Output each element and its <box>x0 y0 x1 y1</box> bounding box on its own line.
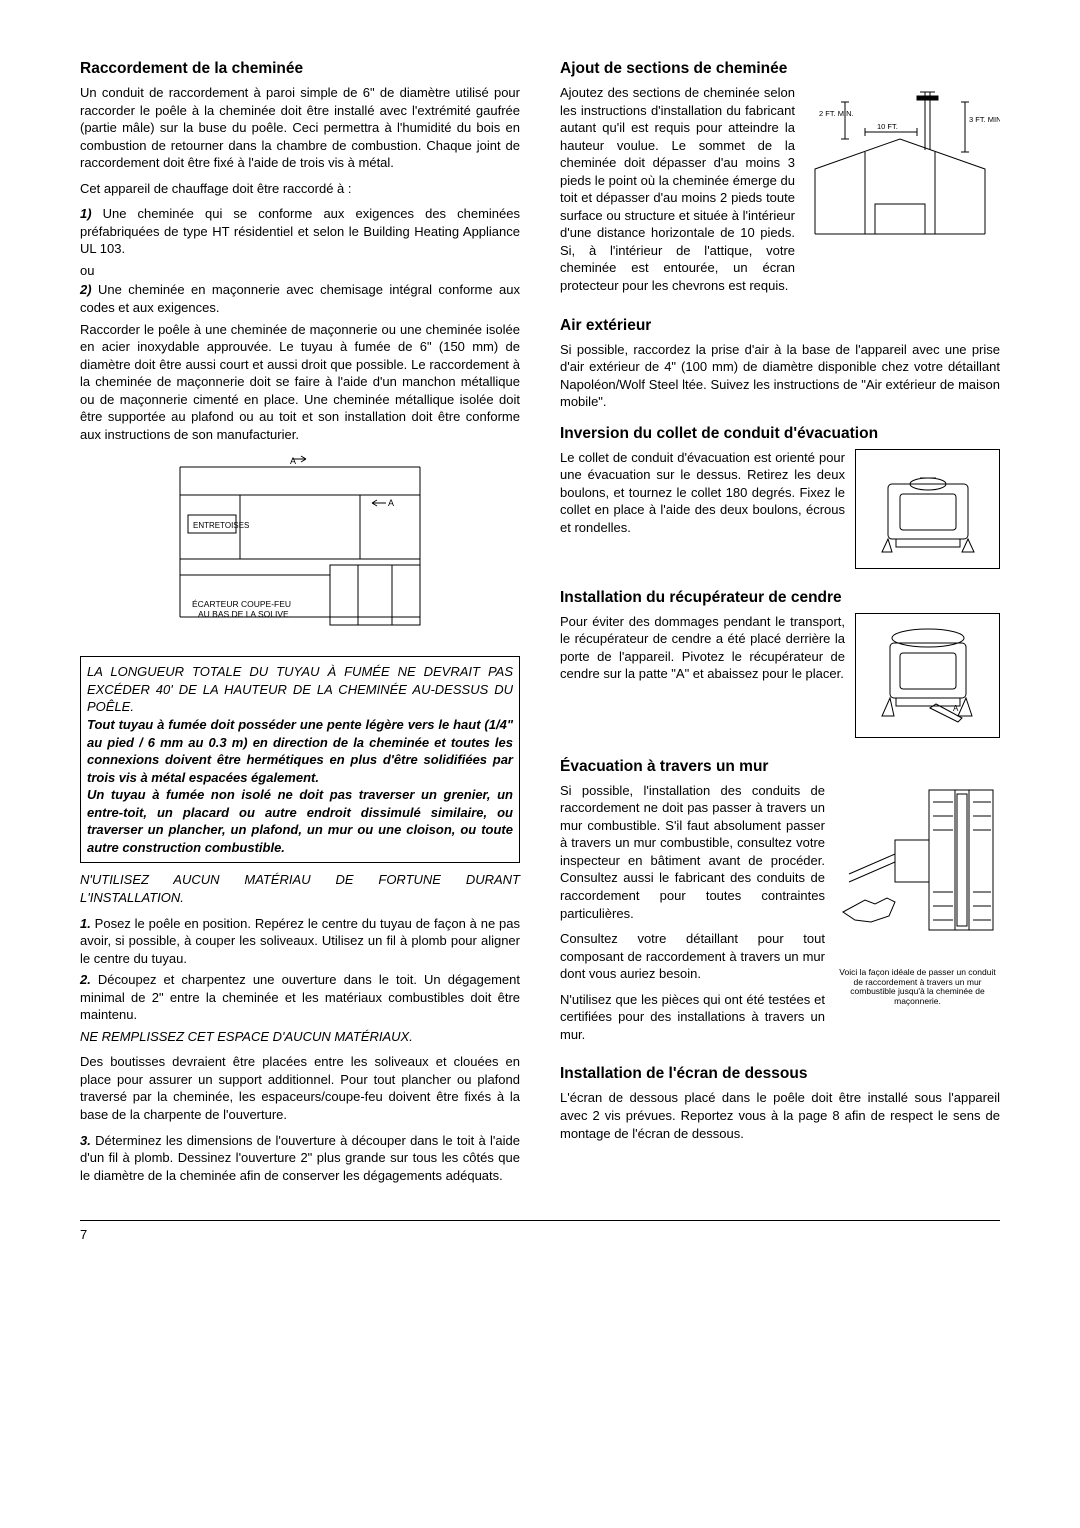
box-text-1: LA LONGUEUR TOTALE DU TUYAU À FUMÉE NE D… <box>87 664 513 714</box>
step-1: 1. Posez le poêle en position. Repérez l… <box>80 915 520 968</box>
option-num: 1) <box>80 206 92 221</box>
paragraph: L'écran de dessous placé dans le poêle d… <box>560 1089 1000 1142</box>
ou-text: ou <box>80 262 520 280</box>
step-num: 2. <box>80 972 91 987</box>
page-number: 7 <box>80 1227 87 1242</box>
ceiling-diagram: A ENTRETOISES A <box>80 455 500 645</box>
option-text: Une cheminée en maçonnerie avec chemisag… <box>80 282 520 315</box>
entretoises-label: ENTRETOISES <box>193 521 249 530</box>
page-footer: 7 <box>80 1220 1000 1242</box>
heading-evac: Évacuation à travers un mur <box>560 758 1000 776</box>
stove-collar-figure <box>855 449 1000 569</box>
warning-box: LA LONGUEUR TOTALE DU TUYAU À FUMÉE NE D… <box>80 656 520 863</box>
paragraph: Un conduit de raccordement à paroi simpl… <box>80 84 520 172</box>
step-text: Posez le poêle en position. Repérez le c… <box>80 916 520 966</box>
option-text: Une cheminée qui se conforme aux exigenc… <box>80 206 520 256</box>
heading-raccordement: Raccordement de la cheminée <box>80 60 520 78</box>
option-num: 2) <box>80 282 92 297</box>
paragraph: Cet appareil de chauffage doit être racc… <box>80 180 520 198</box>
ecarteur-label2: AU BAS DE LA SOLIVE <box>198 609 289 619</box>
box-text-2: Tout tuyau à fumée doit posséder une pen… <box>87 717 513 785</box>
label-3ft: 3 FT. MIN. <box>969 115 1000 124</box>
step-text: Déterminez les dimensions de l'ouverture… <box>80 1133 520 1183</box>
wall-pass-caption: Voici la façon idéale de passer un condu… <box>835 968 1000 1007</box>
heading-inversion: Inversion du collet de conduit d'évacuat… <box>560 425 1000 443</box>
step-num: 3. <box>80 1133 91 1148</box>
heading-recup: Installation du récupérateur de cendre <box>560 589 1000 607</box>
label-2ft: 2 FT. MIN. <box>819 109 854 118</box>
svg-text:A: A <box>388 498 394 508</box>
option-1: 1) Une cheminée qui se conforme aux exig… <box>80 205 520 258</box>
ecarteur-label1: ÉCARTEUR COUPE-FEU <box>192 599 291 609</box>
heading-air: Air extérieur <box>560 317 1000 335</box>
step-2: 2. Découpez et charpentez une ouverture … <box>80 971 520 1024</box>
roof-diagram: 2 FT. MIN. 10 FT. 3 FT. MIN. <box>805 84 1000 275</box>
step-text: Découpez et charpentez une ouverture dan… <box>80 972 520 1022</box>
label-10ft: 10 FT. <box>877 122 898 131</box>
svg-text:A: A <box>953 704 959 713</box>
box-text-3: Un tuyau à fumée non isolé ne doit pas t… <box>87 787 513 855</box>
wall-pass-figure: Voici la façon idéale de passer un condu… <box>835 782 1000 1007</box>
paragraph: Des boutisses devraient être placées ent… <box>80 1053 520 1123</box>
heading-ajout: Ajout de sections de cheminée <box>560 60 1000 78</box>
option-2: 2) Une cheminée en maçonnerie avec chemi… <box>80 281 520 316</box>
paragraph: Raccorder le poêle à une cheminée de maç… <box>80 321 520 444</box>
step-3: 3. Déterminez les dimensions de l'ouvert… <box>80 1132 520 1185</box>
ne-remplissez: NE REMPLISSEZ CET ESPACE D'AUCUN MATÉRIA… <box>80 1028 520 1046</box>
caps-warning: N'UTILISEZ AUCUN MATÉRIAU DE FORTUNE DUR… <box>80 871 520 906</box>
svg-text:A: A <box>290 456 296 466</box>
ash-pan-figure: A <box>855 613 1000 738</box>
heading-ecran: Installation de l'écran de dessous <box>560 1065 1000 1083</box>
paragraph: Si possible, raccordez la prise d'air à … <box>560 341 1000 411</box>
step-num: 1. <box>80 916 91 931</box>
